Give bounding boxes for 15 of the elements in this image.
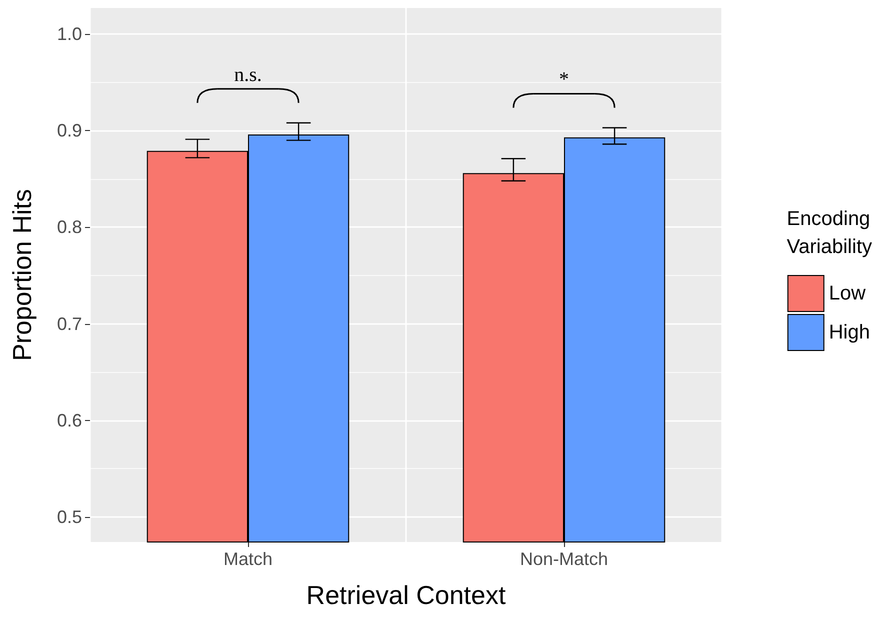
x-axis-title: Retrieval Context xyxy=(306,580,506,610)
y-tick-label: 0.6 xyxy=(56,410,82,430)
y-axis-title: Proportion Hits xyxy=(7,189,37,361)
x-tick-label: Non-Match xyxy=(520,549,608,569)
legend-label: High xyxy=(828,322,870,344)
legend-label: Low xyxy=(828,282,866,304)
y-tick-label: 0.8 xyxy=(56,217,82,238)
annotation: * xyxy=(559,68,569,91)
legend-title: Encoding Variability xyxy=(786,208,872,258)
y-tick-label: 0.7 xyxy=(56,314,82,334)
x-tick-label: Match xyxy=(223,549,273,569)
annotation: n.s. xyxy=(234,64,262,86)
y-tick-label: 0.9 xyxy=(56,120,82,141)
y-tick-label: 0.5 xyxy=(56,506,82,527)
y-tick-label: 1.0 xyxy=(56,24,82,44)
